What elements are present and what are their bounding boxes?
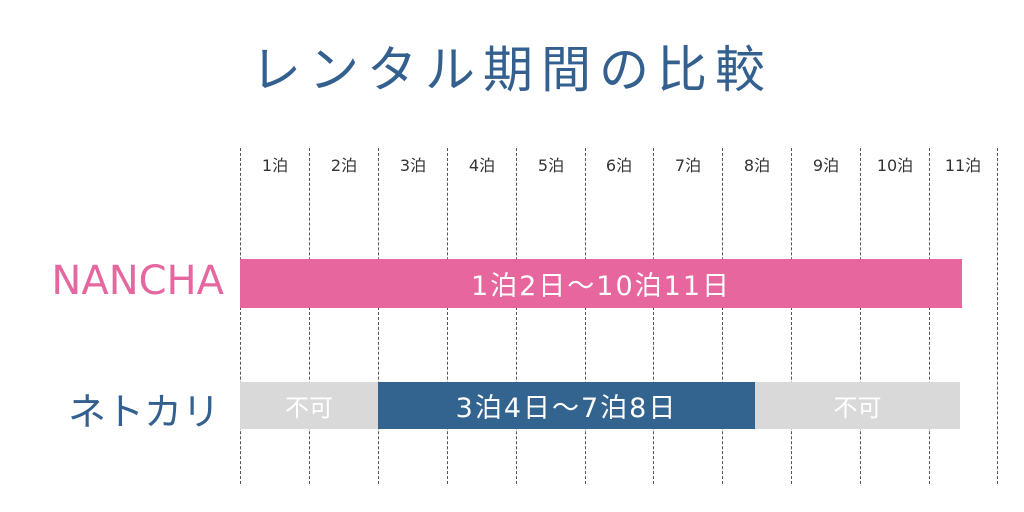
night-label-11: 11泊 [944, 156, 982, 175]
grid-line [447, 148, 448, 484]
grid-line [653, 148, 654, 484]
nancha-period-text: 1泊2日〜10泊11日 [470, 271, 732, 302]
grid-line [585, 148, 586, 484]
netokari-unavailable-left-bar: 不可 [240, 382, 378, 429]
netokari-period-bar: 3泊4日〜7泊8日 [378, 382, 755, 429]
netokari-unavailable-right-bar: 不可 [755, 382, 960, 429]
night-label-6: 6泊 [605, 156, 633, 175]
grid-line [240, 148, 241, 484]
nancha-period-bar: 1泊2日〜10泊11日 [240, 259, 962, 308]
night-label-2: 2泊 [330, 156, 358, 175]
grid-line [309, 148, 310, 484]
grid-line [791, 148, 792, 484]
night-label-4: 4泊 [468, 156, 496, 175]
netokari-period-text: 3泊4日〜7泊8日 [455, 393, 678, 424]
grid-line [722, 148, 723, 484]
night-label-7: 7泊 [674, 156, 702, 175]
night-label-3: 3泊 [399, 156, 427, 175]
grid-line [997, 148, 998, 484]
night-label-1: 1泊 [261, 156, 289, 175]
night-label-5: 5泊 [537, 156, 565, 175]
grid-line [929, 148, 930, 484]
grid-line [860, 148, 861, 484]
row-label-nancha: NANCHA [51, 258, 224, 304]
page-title: レンタル期間の比較 [251, 41, 773, 99]
night-label-10: 10泊 [876, 156, 914, 175]
grid-line [516, 148, 517, 484]
grid-line [378, 148, 379, 484]
unavailable-text-left: 不可 [285, 394, 333, 422]
unavailable-text-right: 不可 [833, 394, 882, 422]
night-label-9: 9泊 [812, 156, 840, 175]
row-label-netokari: ネトカリ [67, 390, 220, 434]
night-label-8: 8泊 [743, 156, 771, 175]
